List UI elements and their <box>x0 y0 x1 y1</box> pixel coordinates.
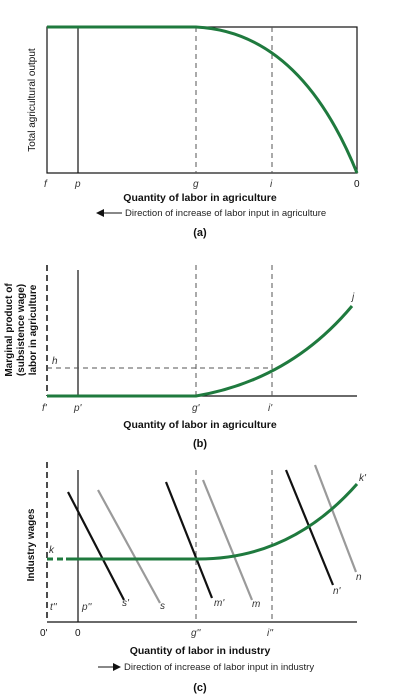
panel-b-ylabel-1: Marginal product of <box>4 283 15 377</box>
panel-a-tick-f: f <box>44 179 48 190</box>
panel-b-ylabel-2: (subsistence wage) <box>16 284 27 376</box>
panel-b-tick-g: g' <box>192 403 201 414</box>
panel-b-tick-i: i' <box>268 403 273 414</box>
panel-c-caption: (c) <box>193 682 207 694</box>
demand-label-m: m <box>252 599 260 610</box>
demand-label-s: s <box>160 601 165 612</box>
panel-a-tick-i: i <box>270 179 273 190</box>
demand-curve-s-prime <box>67 491 125 601</box>
panel-a-tick-p: p <box>74 179 81 190</box>
panel-c-tick-i: i'' <box>267 628 274 639</box>
panel-b-ylabel-3: labor in agriculture <box>28 284 39 375</box>
demand-curve-n <box>313 464 358 573</box>
panel-b-h-label: h <box>52 356 58 367</box>
panel-a-ylabel: Total agricultural output <box>27 48 38 152</box>
demand-curve-m-prime <box>164 481 214 599</box>
demand-label-m-prime: m' <box>214 598 225 609</box>
demand-curve-m <box>201 479 254 601</box>
panel-c-k-label: k <box>49 545 55 556</box>
panel-c-t-label: t'' <box>50 602 58 613</box>
panel-c-tick-g: g'' <box>191 628 201 639</box>
panel-b-tick-f: f' <box>42 403 48 414</box>
panel-a-caption: (a) <box>193 227 207 239</box>
panel-c-tick-zero-prime: 0' <box>40 628 48 639</box>
demand-label-s-prime: s' <box>122 598 130 609</box>
panel-c-k-prime-label: k' <box>359 473 367 484</box>
demand-label-n: n <box>356 572 362 583</box>
panel-b-tick-p: p' <box>73 403 83 414</box>
demand-label-n-prime: n' <box>333 586 342 597</box>
demand-curve-s <box>97 489 161 604</box>
panel-a-tick-g: g <box>193 179 199 190</box>
panel-c-direction-text: Direction of increase of labor input in … <box>124 662 314 673</box>
panel-b: h j Marginal product of (subsistence wag… <box>4 265 357 450</box>
panel-a-frame <box>46 26 358 174</box>
panel-a: Total agricultural output f p g i 0 Quan… <box>27 25 360 239</box>
total-output-curve <box>47 25 359 174</box>
panel-a-tick-zero: 0 <box>354 179 360 190</box>
panel-b-caption: (b) <box>193 438 207 450</box>
panel-c-p-label: p'' <box>81 602 92 613</box>
panel-c: k k' t'' p'' s' s m' m n' n Industry wag… <box>26 462 367 694</box>
marginal-product-curve <box>47 305 354 398</box>
supply-curve-k-k-prime <box>66 483 359 561</box>
panel-a-xlabel: Quantity of labor in agriculture <box>123 192 277 204</box>
panel-b-curve-label: j <box>350 292 355 303</box>
panel-c-tick-zero: 0 <box>75 628 81 639</box>
panel-b-xlabel: Quantity of labor in agriculture <box>123 419 277 431</box>
panel-c-ylabel: Industry wages <box>26 508 37 581</box>
panel-c-xlabel: Quantity of labor in industry <box>130 645 271 657</box>
panel-a-direction-text: Direction of increase of labor input in … <box>125 208 326 219</box>
